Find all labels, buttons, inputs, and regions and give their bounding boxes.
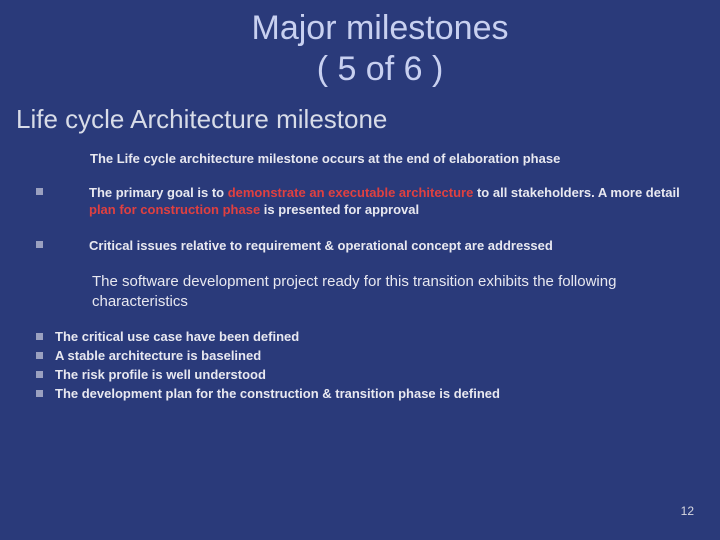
text-segment: is presented for approval (260, 202, 419, 217)
bullet-square-icon (36, 371, 43, 378)
bullet-square-icon (36, 333, 43, 340)
text-segment: The primary goal is to (89, 185, 228, 200)
characteristic-text: The development plan for the constructio… (55, 386, 500, 401)
bullet-square-icon (36, 390, 43, 397)
bullet-square-icon (36, 241, 43, 248)
characteristics-intro: The software development project ready f… (92, 272, 692, 311)
characteristic-item: The risk profile is well understood (36, 367, 702, 382)
bullet-text: Critical issues relative to requirement … (89, 237, 702, 255)
title-line-2: ( 5 of 6 ) (317, 50, 444, 88)
bullet-square-icon (36, 188, 43, 195)
title-line-1: Major milestones (252, 9, 509, 47)
slide: Major milestones ( 5 of 6 ) Life cycle A… (0, 0, 720, 540)
characteristic-item: The development plan for the constructio… (36, 386, 702, 401)
characteristic-item: The critical use case have been defined (36, 329, 702, 344)
intro-text: The Life cycle architecture milestone oc… (90, 151, 702, 166)
bullet-text: The primary goal is to demonstrate an ex… (89, 184, 702, 219)
slide-title: Major milestones ( 5 of 6 ) (58, 8, 702, 90)
highlight-text: demonstrate an executable architecture (228, 185, 474, 200)
bullet-square-icon (36, 352, 43, 359)
bullet-primary-goal: The primary goal is to demonstrate an ex… (36, 184, 702, 219)
characteristic-text: The critical use case have been defined (55, 329, 299, 344)
highlight-text: plan for construction phase (89, 202, 260, 217)
characteristic-text: The risk profile is well understood (55, 367, 266, 382)
characteristic-text: A stable architecture is baselined (55, 348, 261, 363)
text-segment: to all stakeholders. A more detail (473, 185, 679, 200)
page-number: 12 (681, 504, 694, 518)
slide-subtitle: Life cycle Architecture milestone (16, 104, 702, 135)
characteristic-item: A stable architecture is baselined (36, 348, 702, 363)
bullet-critical-issues: Critical issues relative to requirement … (36, 237, 702, 255)
